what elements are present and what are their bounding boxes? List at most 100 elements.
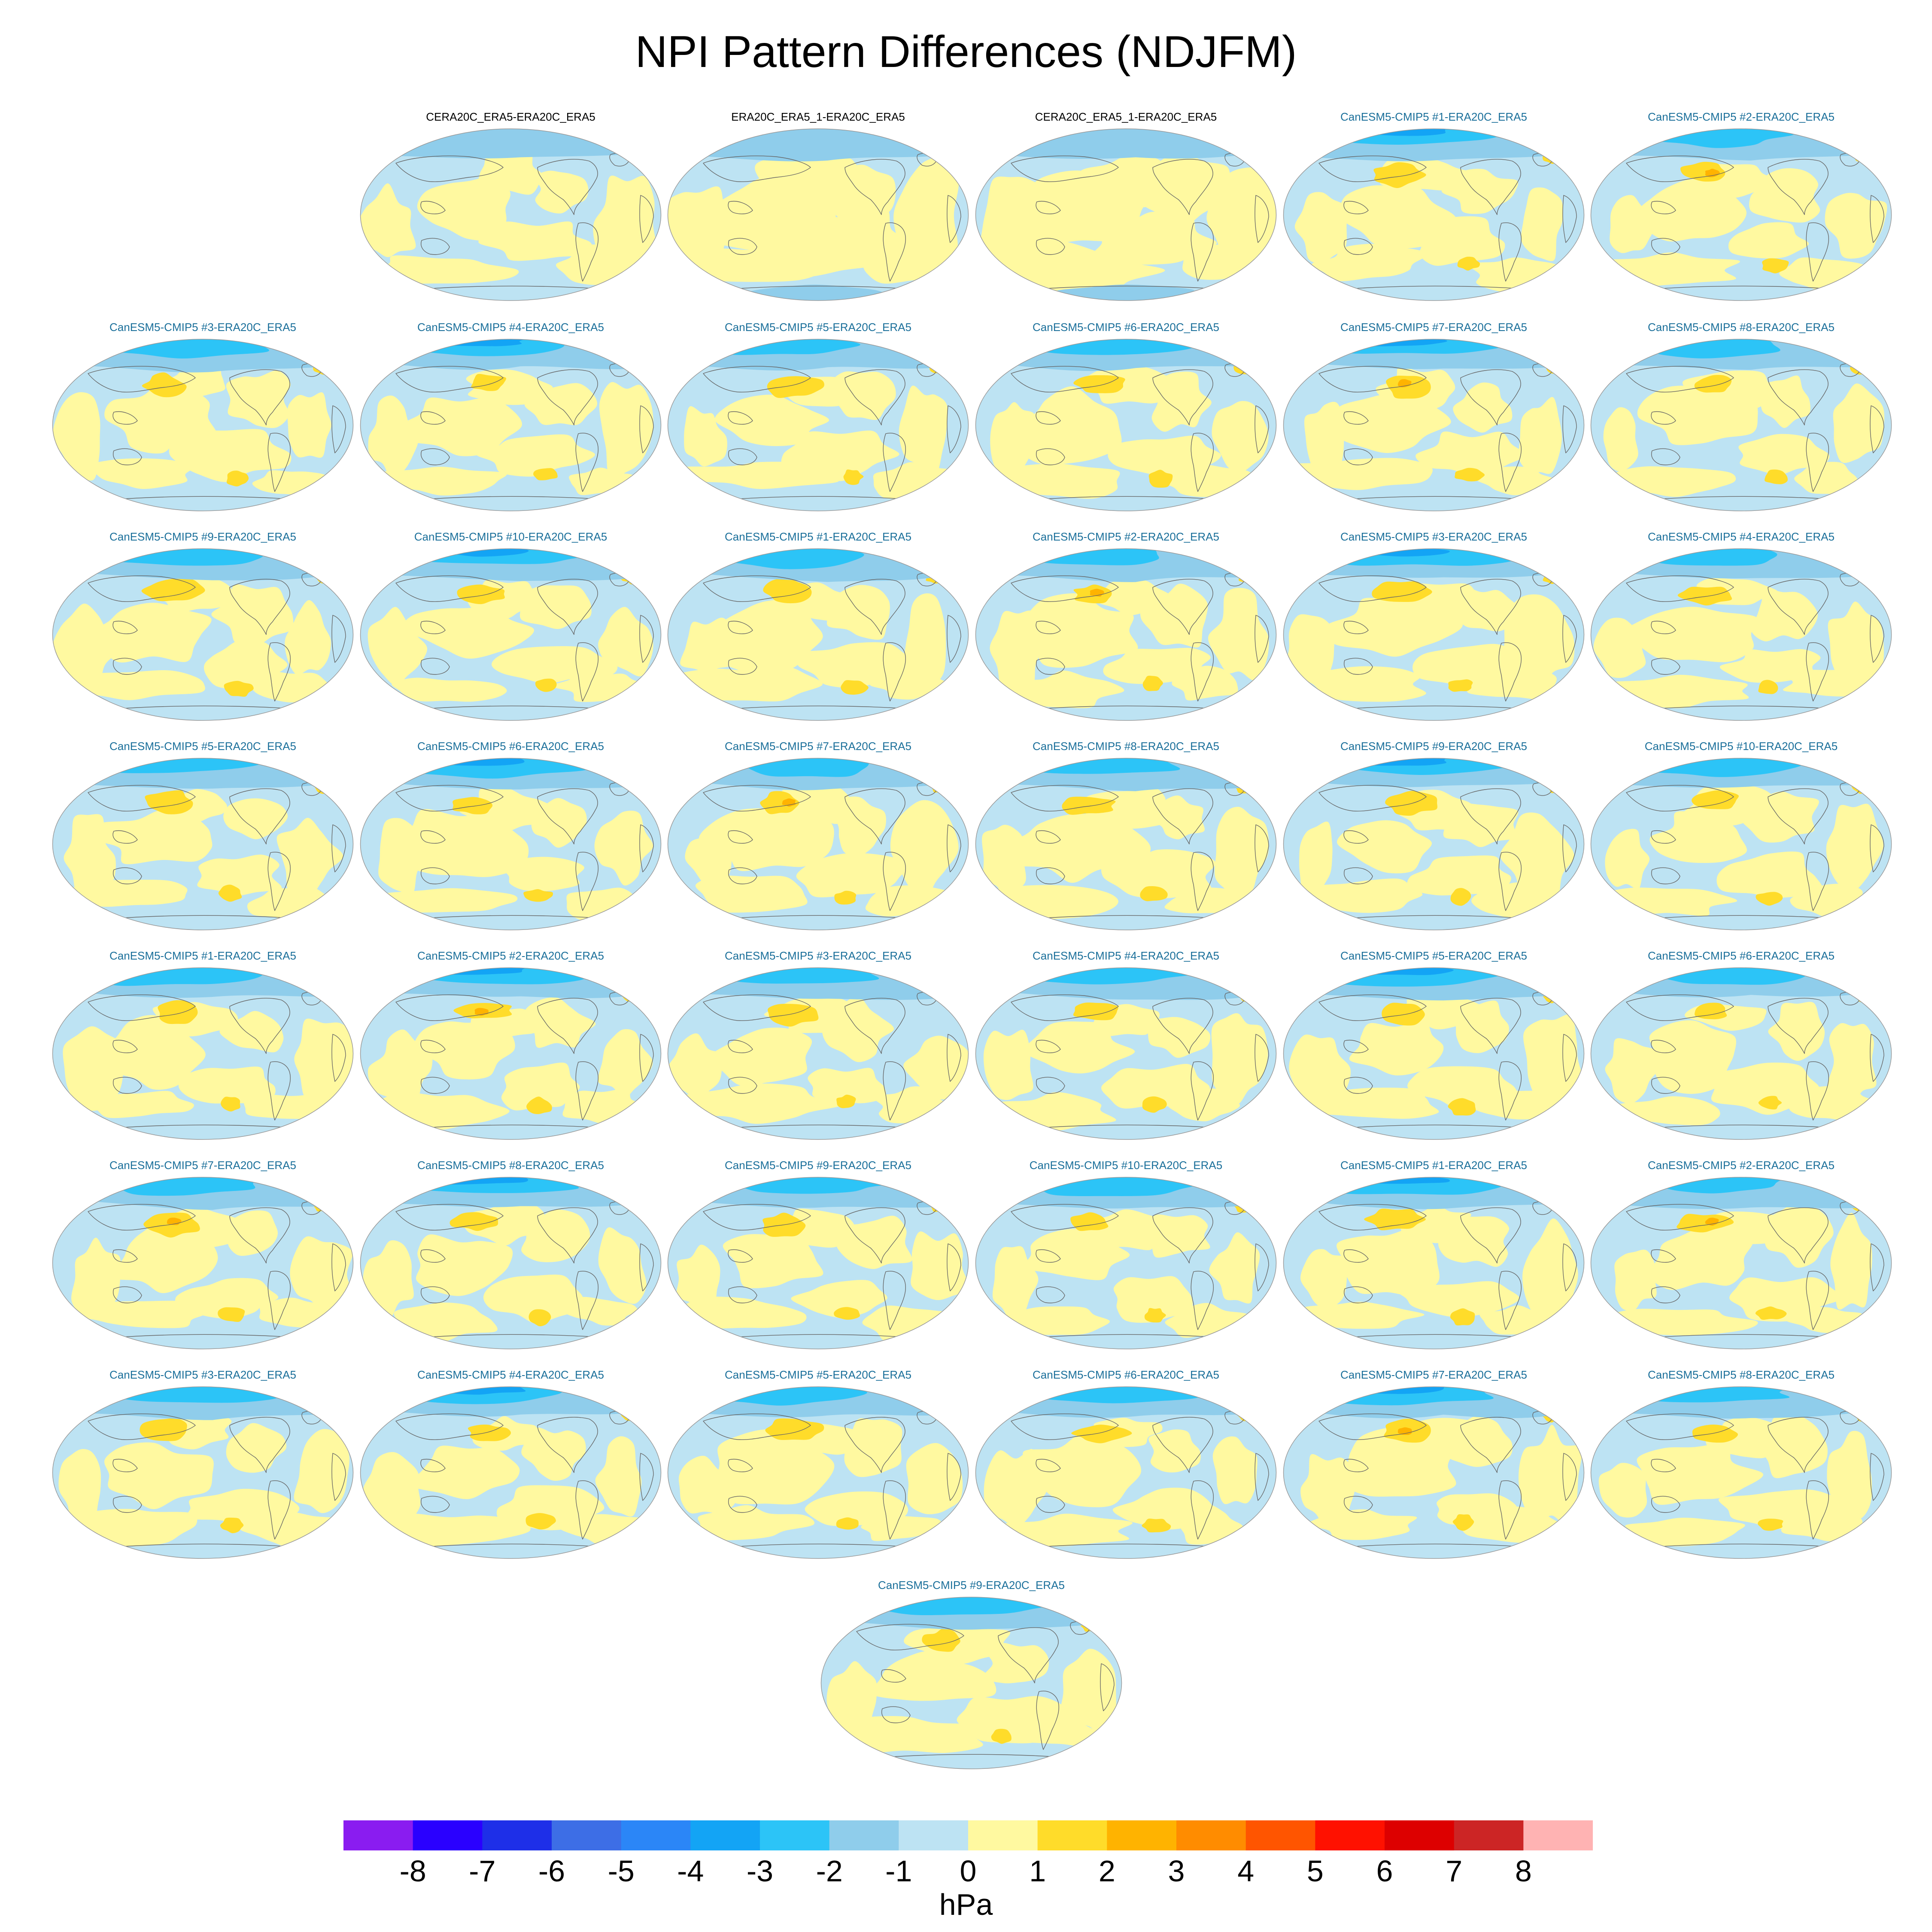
strong-positive-region [1705,1218,1719,1226]
colorbar-tick-label: -2 [816,1854,843,1888]
moderate-positive-region [529,1309,551,1327]
coastline [703,366,811,393]
map-field [1590,967,1892,1140]
positive-region [890,800,959,905]
positive-region [992,1246,1039,1323]
negative-region [1015,548,1159,565]
panel-title: CanESM5-CMIP5 #2-ERA20C_ERA5 [417,949,604,962]
coastline [420,201,446,214]
positive-region [476,434,595,477]
positive-region [360,183,416,257]
positive-region [782,783,852,824]
positive-region [226,370,291,428]
coastline [331,615,346,663]
colorbar-swatch [1107,1820,1177,1850]
coastline [1036,238,1065,255]
positive-region [556,244,647,285]
moderate-positive-region [523,889,553,902]
coastline [947,195,961,243]
panel-title: CanESM5-CMIP5 #3-ERA20C_ERA5 [725,949,911,962]
coastline [844,788,905,844]
coastline [1036,867,1065,884]
map-panel: CERA20C_ERA5_1-ERA20C_ERA5 [972,109,1279,320]
moderate-positive-region [1755,1306,1787,1320]
colorbar-swatch [690,1820,760,1850]
map-frame [360,1177,662,1349]
coastline [1768,369,1829,425]
panel-title: CanESM5-CMIP5 #4-ERA20C_ERA5 [417,321,604,334]
map-panel: CanESM5-CMIP5 #5-ERA20C_ERA5 [665,320,972,530]
moderate-positive-region [1756,892,1783,906]
positive-region [1289,1034,1351,1106]
map-field [1590,758,1892,930]
coastline [883,642,906,702]
coastline [1651,448,1680,465]
moderate-positive-region [1382,1002,1425,1026]
positive-region [677,666,823,702]
positive-region [368,1029,433,1099]
positive-region [483,1274,583,1324]
coastline [1036,411,1061,425]
coastline [1651,830,1676,844]
moderate-positive-region [1546,359,1568,374]
moderate-positive-region [843,469,864,485]
panel-title: CanESM5-CMIP5 #5-ERA20C_ERA5 [725,321,911,334]
coastline [703,1413,811,1440]
coastline [1344,1077,1373,1094]
positive-region [1294,192,1347,264]
map-panel: ERA20C_ERA5_1-ERA20C_ERA5 [665,109,972,320]
moderate-positive-region [140,1418,187,1441]
positive-region [594,811,653,886]
panel-title: CanESM5-CMIP5 #9-ERA20C_ERA5 [878,1579,1065,1592]
coastline [1343,1459,1369,1472]
positive-region [463,1201,545,1246]
colorbar-swatch [1037,1820,1107,1850]
coastline [1318,155,1427,182]
moderate-positive-region [1142,675,1163,691]
positive-region [1603,407,1638,471]
positive-region [363,1452,421,1524]
moderate-positive-region [1238,570,1258,583]
coastline [1343,411,1369,425]
positive-region [197,854,282,896]
colorbar-swatch [899,1820,969,1850]
coastline [267,1271,291,1330]
coastline [1011,994,1119,1021]
coastline [537,159,598,215]
positive-region [1080,364,1179,404]
map-frame [52,339,354,511]
coastline [844,998,905,1054]
coastline [1343,830,1369,844]
map-panel: CanESM5-CMIP5 #8-ERA20C_ERA5 [1588,1367,1895,1578]
coastline [113,867,142,884]
positive-region [64,814,116,906]
moderate-positive-region [471,374,506,391]
coastline [1651,1249,1676,1263]
coastline [1460,1207,1521,1264]
coastline [1651,1286,1680,1303]
colorbar-tick-label: 5 [1306,1854,1324,1888]
coastline [229,1207,290,1264]
colorbar-swatch [1315,1820,1385,1850]
negative-region [861,1597,1066,1616]
map-panel: CanESM5-CMIP5 #9-ERA20C_ERA5 [49,529,356,740]
coastline [88,366,196,393]
map-frame [1590,758,1892,930]
coastline [229,369,290,425]
negative-region [1637,967,1807,985]
coastline [1318,575,1427,602]
moderate-positive-region [1448,679,1473,692]
colorbar-tick-label: -8 [399,1854,426,1888]
positive-region [178,1066,276,1104]
coastline [728,830,753,844]
coastline [883,1271,906,1330]
coastline [947,1453,961,1501]
coastline [844,1207,905,1264]
coastline [575,222,598,282]
coastline [883,222,906,282]
colorbar-tick-label: 8 [1515,1854,1532,1888]
colorbar-swatch [1245,1820,1315,1850]
moderate-positive-region [218,1307,245,1322]
positive-region [695,875,808,913]
positive-region [52,603,119,684]
